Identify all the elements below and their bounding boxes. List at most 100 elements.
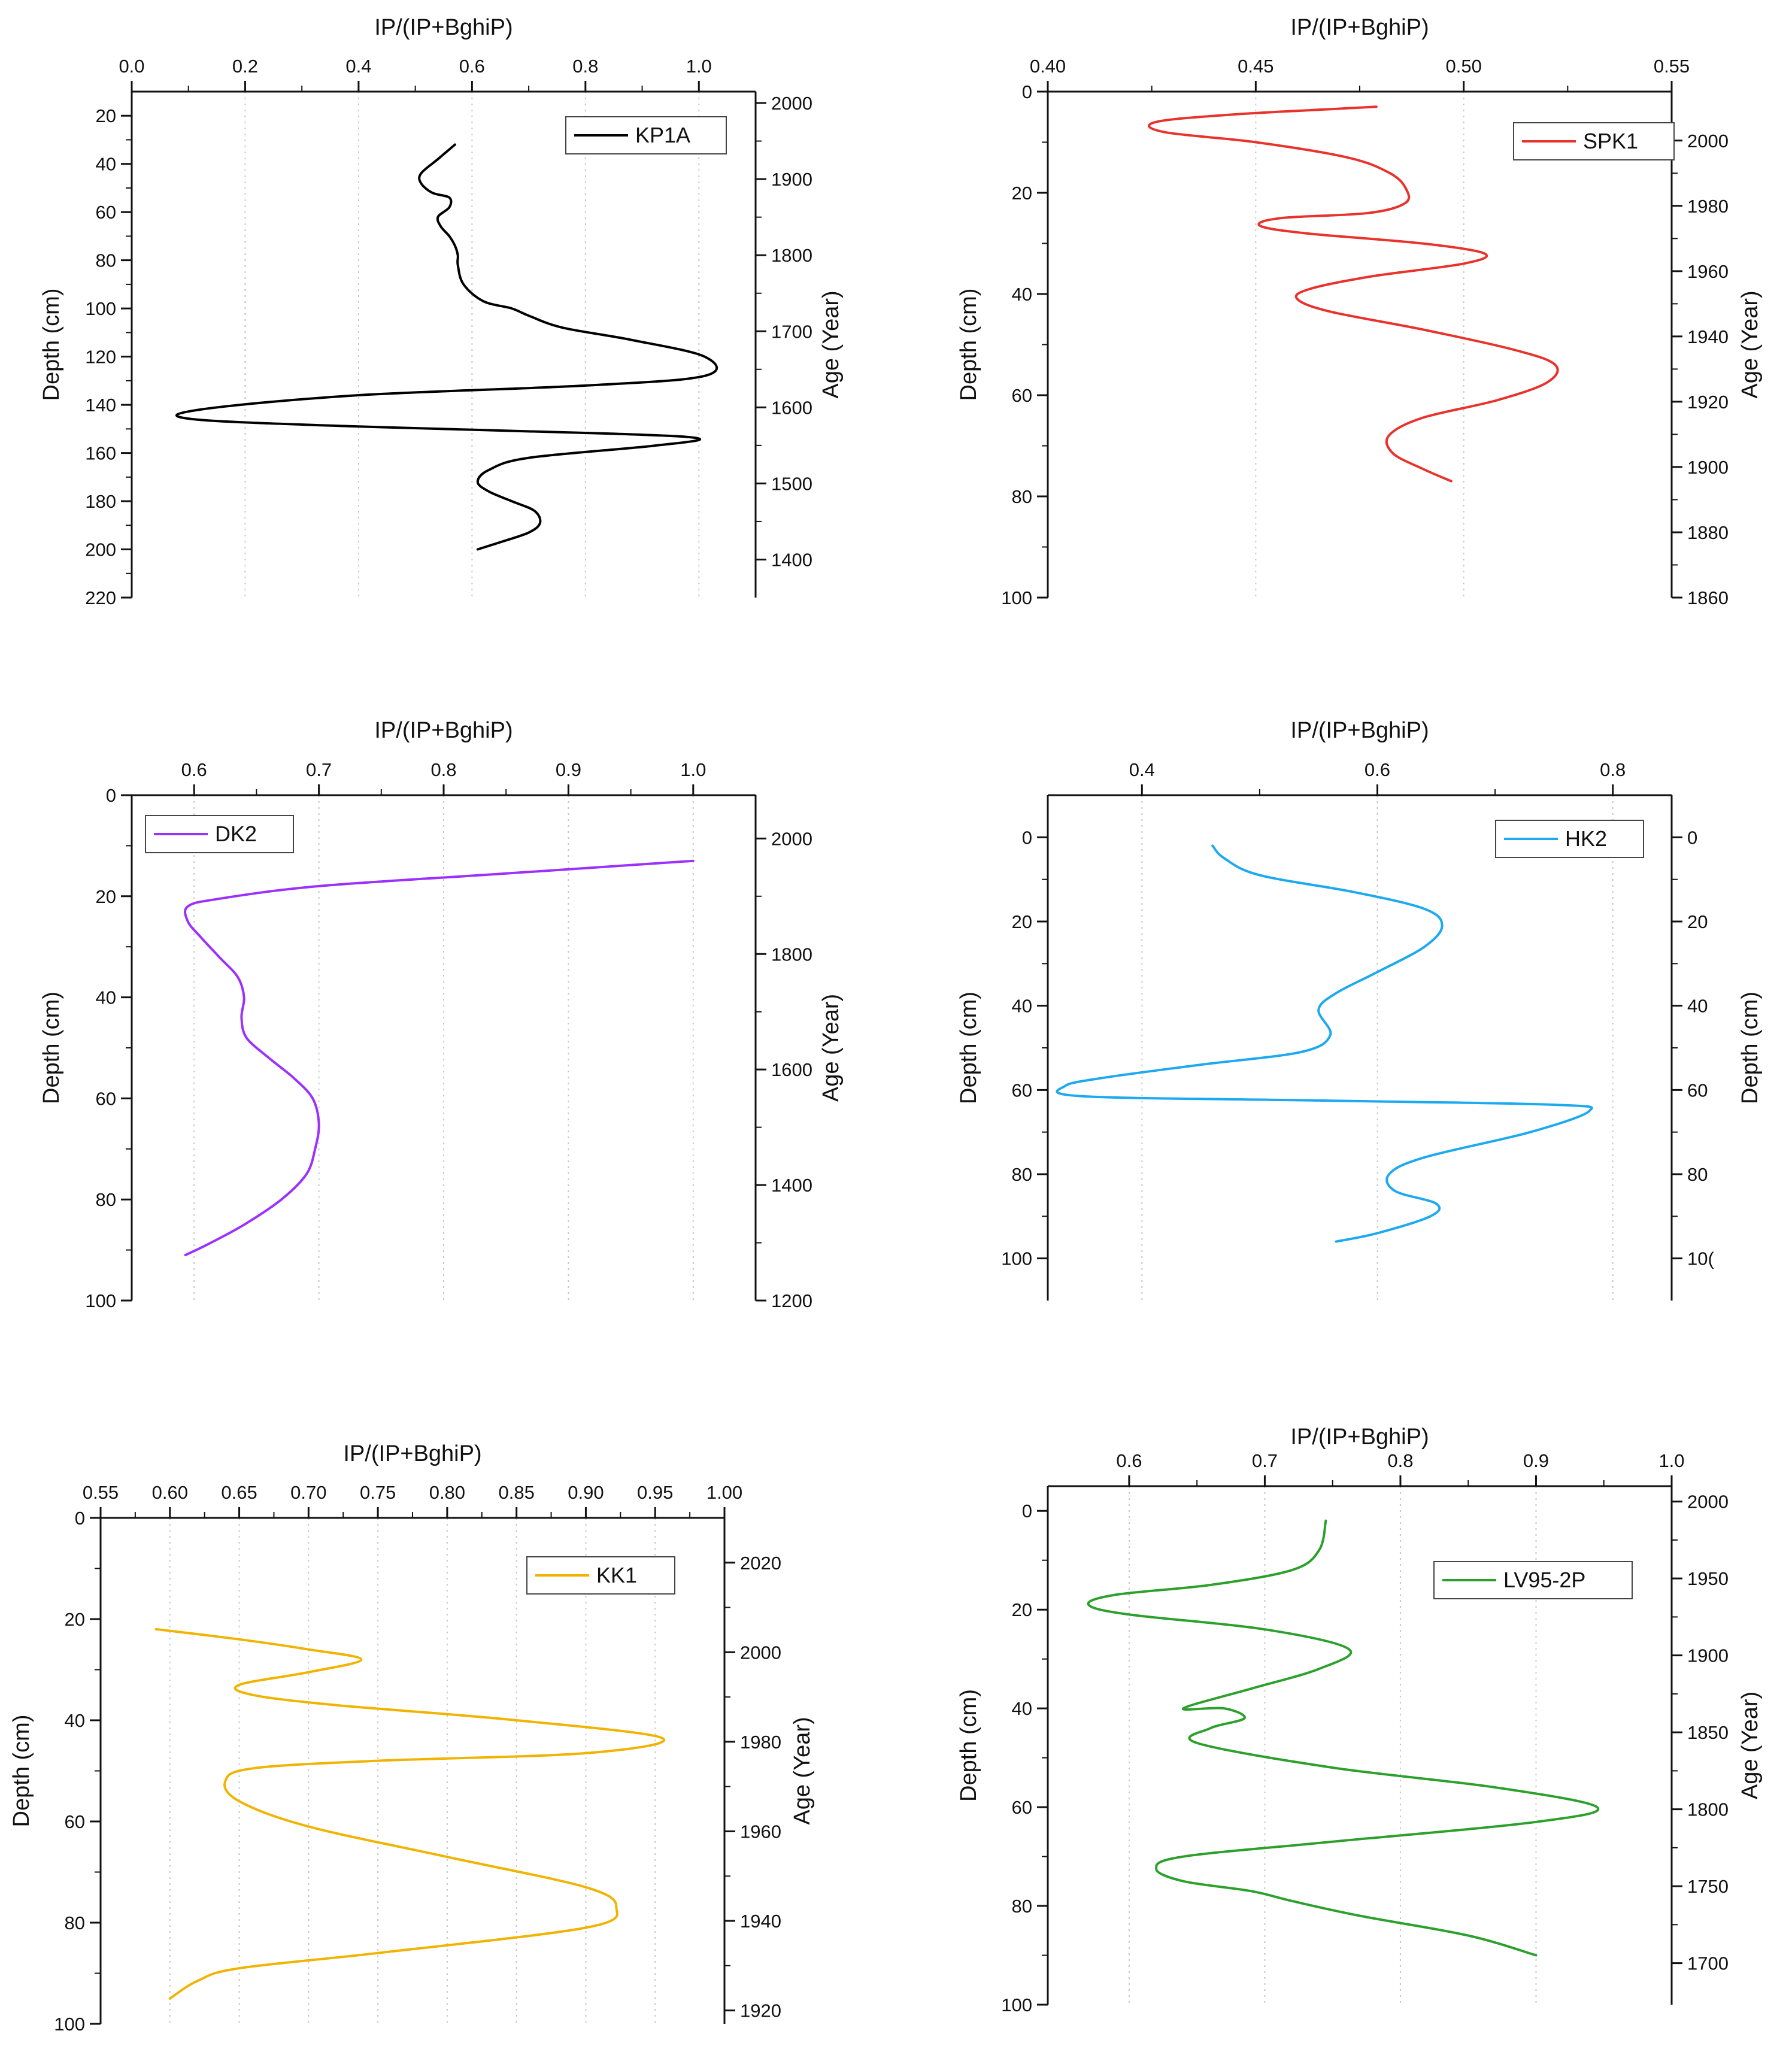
y-tick-label: 20 bbox=[96, 886, 116, 907]
y2-tick-label: 1980 bbox=[740, 1732, 781, 1753]
x-axis-title: IP/(IP+BghiP) bbox=[374, 15, 513, 40]
y2-axis-title: Age (Year) bbox=[790, 1717, 815, 1824]
y2-tick-label: 1920 bbox=[740, 2000, 781, 2021]
y-tick-label: 0 bbox=[1022, 81, 1032, 102]
y2-axis-title: Age (Year) bbox=[1738, 1692, 1763, 1799]
x-tick-label: 0.80 bbox=[429, 1482, 465, 1503]
x-tick-label: 0.95 bbox=[637, 1482, 673, 1503]
y2-tick-label: 1800 bbox=[1687, 1799, 1729, 1820]
x-tick-label: 1.0 bbox=[686, 56, 712, 77]
y-tick-label: 40 bbox=[65, 1710, 85, 1731]
y-tick-label: 100 bbox=[54, 2014, 85, 2035]
x-axis-title: IP/(IP+BghiP) bbox=[1290, 15, 1429, 40]
chart-dk2: 0.6 0.7 0.8 0.9 1.0 IP/(IP+BghiP) 0 20 40 60 80 100… bbox=[39, 718, 844, 1311]
y-tick-label: 20 bbox=[65, 1609, 85, 1630]
x-tick-label: 0.6 bbox=[1116, 1450, 1142, 1471]
y2-tick-label: 1960 bbox=[1687, 261, 1729, 282]
y2-tick-label: 1860 bbox=[1687, 587, 1729, 608]
legend-label: KP1A bbox=[635, 123, 690, 147]
y-tick-label: 80 bbox=[1012, 1896, 1032, 1917]
x-tick-label: 0.70 bbox=[290, 1482, 326, 1503]
y2-tick-label: 10( bbox=[1687, 1248, 1714, 1269]
chart-spk1: 0.40 0.45 0.50 0.55 IP/(IP+BghiP) 0 20 40 60 80 10… bbox=[956, 15, 1763, 608]
series-line-spk1 bbox=[1148, 105, 1559, 483]
y-tick-label: 60 bbox=[1012, 385, 1032, 406]
y-tick-label: 60 bbox=[65, 1811, 85, 1832]
y-tick-label: 0 bbox=[1022, 1501, 1032, 1521]
legend-label: SPK1 bbox=[1583, 129, 1638, 153]
y2-tick-label: 40 bbox=[1687, 996, 1708, 1017]
y-tick-label: 20 bbox=[1012, 1599, 1032, 1620]
chart-kk1: 0.55 0.60 0.65 0.70 0.75 0.80 0.85 0.90 0.95 1.00… bbox=[9, 1441, 815, 2035]
y2-tick-label: 1400 bbox=[771, 549, 812, 570]
x-tick-label: 0.9 bbox=[1523, 1450, 1549, 1471]
y2-tick-label: 2020 bbox=[740, 1553, 781, 1574]
y-tick-label: 0 bbox=[75, 1508, 85, 1529]
chart-kp1a: 0.0 0.2 0.4 0.6 0.8 1.0 IP/(IP+BghiP) 20 40 60 80 1… bbox=[39, 15, 844, 608]
y-tick-label: 120 bbox=[85, 347, 116, 368]
legend-box bbox=[145, 815, 294, 853]
y2-tick-label: 1850 bbox=[1687, 1722, 1729, 1743]
y2-tick-label: 2000 bbox=[771, 93, 812, 114]
y-axis-title: Depth (cm) bbox=[39, 992, 64, 1104]
y-tick-label: 80 bbox=[1012, 1164, 1032, 1185]
chart-lv95: 0.6 0.7 0.8 0.9 1.0 IP/(IP+BghiP) 0 20 40 60 80 100… bbox=[956, 1424, 1763, 2015]
y-tick-label: 0 bbox=[106, 785, 116, 806]
y2-axis-title: Age (Year) bbox=[818, 994, 844, 1102]
y-tick-label: 60 bbox=[96, 202, 116, 223]
x-tick-label: 0.55 bbox=[83, 1482, 119, 1503]
y-tick-label: 140 bbox=[85, 395, 116, 416]
x-axis-title: IP/(IP+BghiP) bbox=[374, 718, 513, 743]
x-axis-title: IP/(IP+BghiP) bbox=[1290, 1424, 1429, 1450]
x-tick-label: 0.8 bbox=[572, 56, 598, 77]
y-axis-title: Depth (cm) bbox=[956, 289, 981, 401]
series-line-dk2 bbox=[184, 859, 695, 1256]
x-tick-label: 1.00 bbox=[707, 1482, 742, 1503]
x-tick-label: 0.40 bbox=[1030, 56, 1066, 77]
y2-tick-label: 1900 bbox=[771, 169, 812, 190]
y2-tick-label: 60 bbox=[1687, 1080, 1708, 1101]
y-tick-label: 40 bbox=[1012, 996, 1032, 1017]
y-tick-label: 200 bbox=[85, 539, 116, 560]
chart-hk2: 0.4 0.6 0.8 IP/(IP+BghiP) 0 20 40 60 80 100 Depth … bbox=[956, 718, 1763, 1301]
y-tick-label: 60 bbox=[1012, 1080, 1032, 1101]
y2-tick-label: 1880 bbox=[1687, 522, 1729, 543]
series-line-kk1 bbox=[154, 1627, 665, 2000]
x-tick-label: 1.0 bbox=[1658, 1450, 1684, 1471]
y-tick-label: 80 bbox=[96, 1189, 116, 1210]
x-tick-label: 0.50 bbox=[1445, 56, 1481, 77]
y2-axis-title: Age (Year) bbox=[818, 290, 844, 398]
legend-label: HK2 bbox=[1565, 826, 1607, 851]
y2-tick-label: 1800 bbox=[771, 245, 812, 266]
y2-tick-label: 1920 bbox=[1687, 392, 1729, 413]
x-tick-label: 0.0 bbox=[119, 56, 144, 77]
y2-tick-label: 1960 bbox=[740, 1821, 781, 1842]
y2-tick-label: 1900 bbox=[1687, 1645, 1729, 1666]
x-tick-label: 0.45 bbox=[1238, 56, 1273, 77]
x-tick-label: 0.4 bbox=[1129, 759, 1155, 780]
y-tick-label: 20 bbox=[1012, 183, 1032, 204]
y-tick-label: 20 bbox=[96, 105, 116, 126]
y2-tick-label: 2000 bbox=[740, 1642, 781, 1663]
y-tick-label: 80 bbox=[65, 1912, 85, 1933]
x-tick-label: 0.6 bbox=[459, 56, 485, 77]
y-tick-label: 60 bbox=[1012, 1797, 1032, 1818]
y-tick-label: 100 bbox=[1001, 587, 1032, 608]
x-tick-label: 1.0 bbox=[680, 759, 706, 780]
y2-tick-label: 1500 bbox=[771, 473, 812, 494]
legend-label: DK2 bbox=[215, 822, 257, 846]
y-tick-label: 100 bbox=[85, 1290, 116, 1311]
legend-label: KK1 bbox=[596, 1563, 637, 1587]
legend-label: LV95-2P bbox=[1503, 1568, 1585, 1592]
y2-axis-title: Depth (cm) bbox=[1738, 992, 1763, 1104]
y2-tick-label: 1700 bbox=[771, 321, 812, 342]
y-tick-label: 40 bbox=[1012, 1698, 1032, 1719]
y-tick-label: 40 bbox=[96, 987, 116, 1008]
x-tick-label: 0.90 bbox=[568, 1482, 604, 1503]
y2-tick-label: 1750 bbox=[1687, 1876, 1729, 1897]
y2-tick-label: 1200 bbox=[771, 1290, 812, 1311]
x-tick-label: 0.2 bbox=[232, 56, 258, 77]
x-tick-label: 0.60 bbox=[152, 1482, 188, 1503]
x-tick-label: 0.75 bbox=[360, 1482, 396, 1503]
